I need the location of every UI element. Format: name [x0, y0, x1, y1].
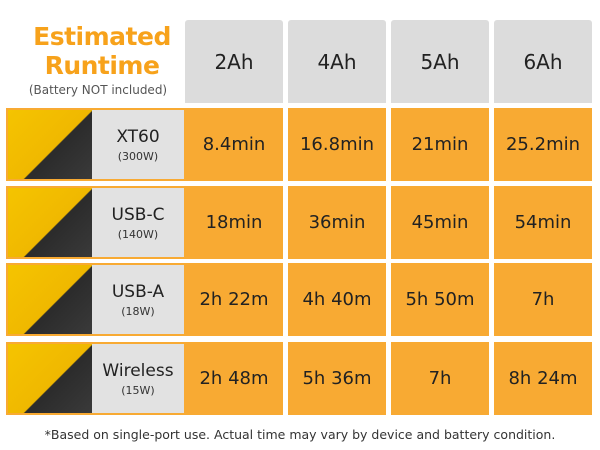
runtime-cell: 2h 22m: [185, 263, 283, 336]
runtime-cell: 25.2min: [494, 108, 592, 181]
port-name: Wireless: [102, 360, 174, 381]
port-power: (140W): [117, 227, 159, 241]
port-power: (300W): [117, 149, 159, 163]
column-header: 5Ah: [391, 20, 489, 103]
runtime-cell: 45min: [391, 186, 489, 259]
runtime-cell: 18min: [185, 186, 283, 259]
port-label: XT60 (300W): [92, 110, 184, 179]
title: Estimated Runtime: [33, 22, 171, 80]
port-image: [8, 344, 92, 413]
port-power: (15W): [121, 383, 155, 397]
runtime-cell: 8h 24m: [494, 342, 592, 415]
subtitle: (Battery NOT included): [28, 83, 168, 97]
footnote: *Based on single-port use. Actual time m…: [44, 427, 556, 442]
port-power: (18W): [121, 304, 155, 318]
runtime-cell: 2h 48m: [185, 342, 283, 415]
runtime-cell: 21min: [391, 108, 489, 181]
column-header: 4Ah: [288, 20, 386, 103]
port-image: [8, 110, 92, 179]
port-image: [8, 188, 92, 257]
runtime-cell: 5h 36m: [288, 342, 386, 415]
port-label: Wireless (15W): [92, 344, 184, 413]
port-name: XT60: [116, 126, 160, 147]
runtime-cell: 54min: [494, 186, 592, 259]
port-name: USB-A: [111, 281, 165, 302]
port-label: USB-A (18W): [92, 265, 184, 334]
runtime-cell: 5h 50m: [391, 263, 489, 336]
runtime-cell: 16.8min: [288, 108, 386, 181]
port-name: USB-C: [111, 204, 165, 225]
port-label: USB-C (140W): [92, 188, 184, 257]
port-image: [8, 265, 92, 334]
runtime-cell: 36min: [288, 186, 386, 259]
runtime-cell: 7h: [391, 342, 489, 415]
runtime-cell: 7h: [494, 263, 592, 336]
runtime-cell: 8.4min: [185, 108, 283, 181]
runtime-cell: 4h 40m: [288, 263, 386, 336]
column-header: 2Ah: [185, 20, 283, 103]
column-header: 6Ah: [494, 20, 592, 103]
